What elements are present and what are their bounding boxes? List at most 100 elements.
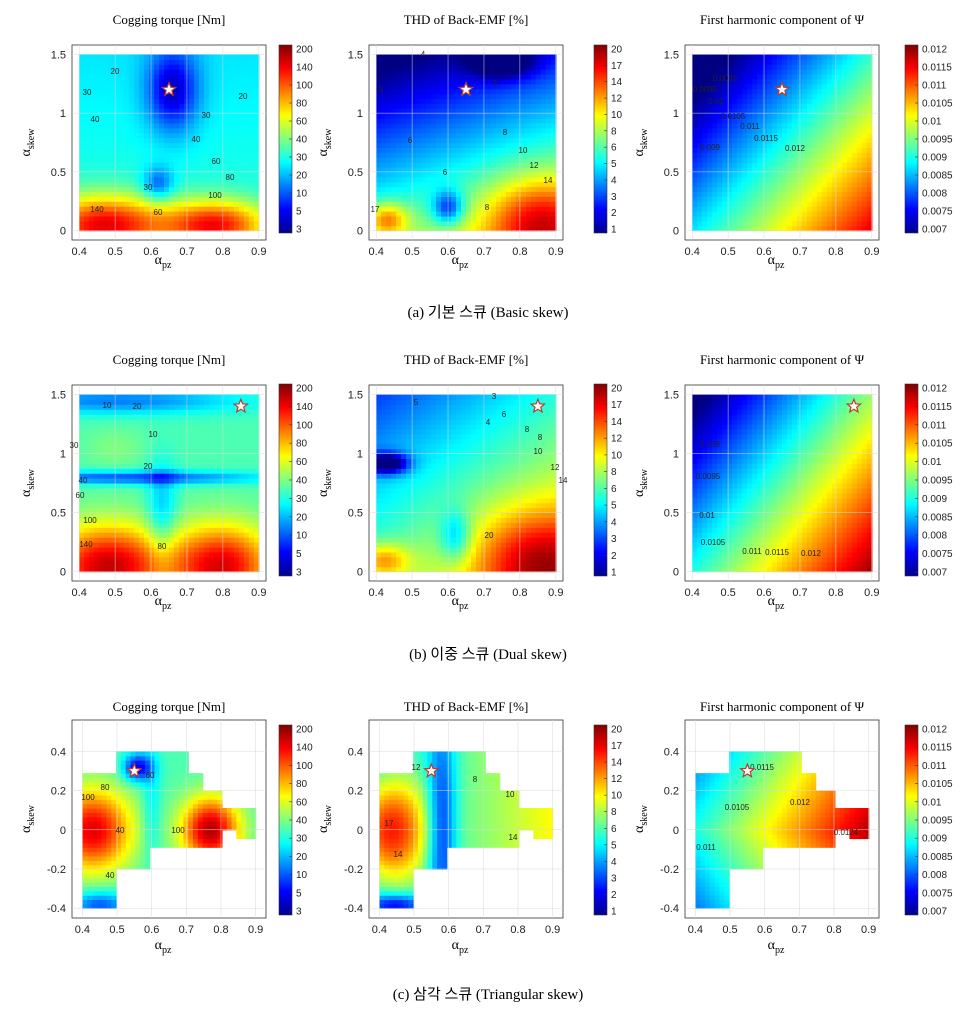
heatmap-cell <box>727 196 733 202</box>
heatmap-cell <box>816 157 823 163</box>
heatmap-cell <box>801 162 808 168</box>
heatmap-cell <box>248 98 255 104</box>
heatmap-cell <box>233 162 240 168</box>
heatmap-cell <box>421 78 427 85</box>
heatmap-cell <box>707 157 713 163</box>
heatmap-cell <box>826 147 833 153</box>
heatmap-cell <box>119 423 125 430</box>
heatmap-cell <box>386 118 392 124</box>
heatmap-cell <box>89 453 95 459</box>
heatmap-cell <box>94 64 100 70</box>
heatmap-cell <box>79 453 85 459</box>
heatmap-cell <box>727 211 733 217</box>
heatmap-cell <box>772 54 778 60</box>
heatmap-cell <box>193 54 200 60</box>
heatmap-cell <box>485 181 492 188</box>
heatmap-cell <box>505 73 512 80</box>
heatmap-cell <box>144 478 150 484</box>
heatmap-cell <box>243 162 250 168</box>
heatmap-cell <box>114 463 120 469</box>
heatmap-cell <box>188 73 195 80</box>
heatmap-cell <box>786 171 793 178</box>
heatmap-cell <box>119 507 125 514</box>
heatmap-cell <box>104 473 110 479</box>
heatmap-cell <box>712 54 718 60</box>
heatmap-cell <box>114 492 120 499</box>
heatmap-cell <box>94 225 100 232</box>
heatmap-cell <box>470 83 477 90</box>
heatmap-cell <box>831 122 838 129</box>
heatmap-cell <box>109 191 115 197</box>
heatmap-cell <box>169 98 175 104</box>
heatmap-cell <box>114 122 120 129</box>
heatmap-cell <box>692 215 698 222</box>
heatmap-cell <box>233 157 240 163</box>
heatmap-cell <box>79 542 85 548</box>
heatmap-cell <box>144 556 150 563</box>
heatmap-cell <box>208 78 215 85</box>
heatmap-cell <box>401 103 407 109</box>
heatmap-cell <box>139 453 145 459</box>
heatmap-cell <box>114 414 120 420</box>
heatmap-cell <box>99 176 105 183</box>
heatmap-cell <box>466 176 472 183</box>
heatmap-cell <box>94 93 100 100</box>
heatmap-cell <box>712 137 718 144</box>
heatmap-cell <box>475 176 482 183</box>
heatmap-cell <box>84 512 90 519</box>
heatmap-cell <box>446 220 452 227</box>
heatmap-cell <box>717 137 723 144</box>
heatmap-cell <box>520 206 527 212</box>
colorbar-tick-label: 5 <box>296 207 302 218</box>
heatmap-cell <box>727 69 733 75</box>
heatmap-cell <box>712 59 718 65</box>
heatmap-cell <box>198 463 205 469</box>
heatmap-cell <box>861 98 868 104</box>
heatmap-cell <box>851 181 858 188</box>
heatmap-cell <box>752 118 758 124</box>
heatmap-cell <box>515 64 522 70</box>
colorbar-tick-label: 0.009 <box>922 153 947 164</box>
heatmap-cell <box>381 59 387 65</box>
heatmap-cell <box>520 201 527 207</box>
heatmap-cell <box>717 181 723 188</box>
heatmap-cell <box>173 433 180 440</box>
heatmap-cell <box>811 147 818 153</box>
heatmap-cell <box>386 211 392 217</box>
heatmap-cell <box>466 166 472 173</box>
heatmap-cell <box>144 414 150 420</box>
heatmap-cell <box>826 171 833 178</box>
heatmap-cell <box>707 73 713 80</box>
heatmap-cell <box>129 458 135 464</box>
heatmap-cell <box>535 191 542 197</box>
heatmap-cell <box>692 211 698 217</box>
heatmap-cell <box>777 196 783 202</box>
gridlines <box>369 45 563 240</box>
heatmap-cell <box>193 433 200 440</box>
heatmap-cell <box>470 191 477 197</box>
heatmap-cell <box>154 152 160 158</box>
heatmap-cell <box>139 225 145 232</box>
heatmap-cell <box>466 215 472 222</box>
heatmap-cell <box>545 186 552 193</box>
heatmap-cell <box>391 191 397 197</box>
heatmap-cell <box>381 220 387 227</box>
heatmap-cell <box>238 113 245 119</box>
heatmap-cell <box>381 176 387 183</box>
heatmap-cell <box>451 127 457 134</box>
heatmap-cell <box>119 201 125 207</box>
heatmap-cell <box>149 83 155 90</box>
heatmap-cell <box>228 83 235 90</box>
heatmap-cell <box>144 438 150 445</box>
heatmap-cell <box>846 152 853 158</box>
heatmap-cell <box>520 171 527 178</box>
heatmap-cell <box>114 127 120 134</box>
heatmap-cell <box>752 122 758 129</box>
heatmap-cell <box>144 64 150 70</box>
heatmap-cell <box>550 137 557 144</box>
heatmap-cell <box>193 152 200 158</box>
heatmap-cell <box>495 98 502 104</box>
heatmap-cell <box>416 78 422 85</box>
heatmap-cell <box>164 394 170 400</box>
heatmap-cell <box>173 468 180 474</box>
